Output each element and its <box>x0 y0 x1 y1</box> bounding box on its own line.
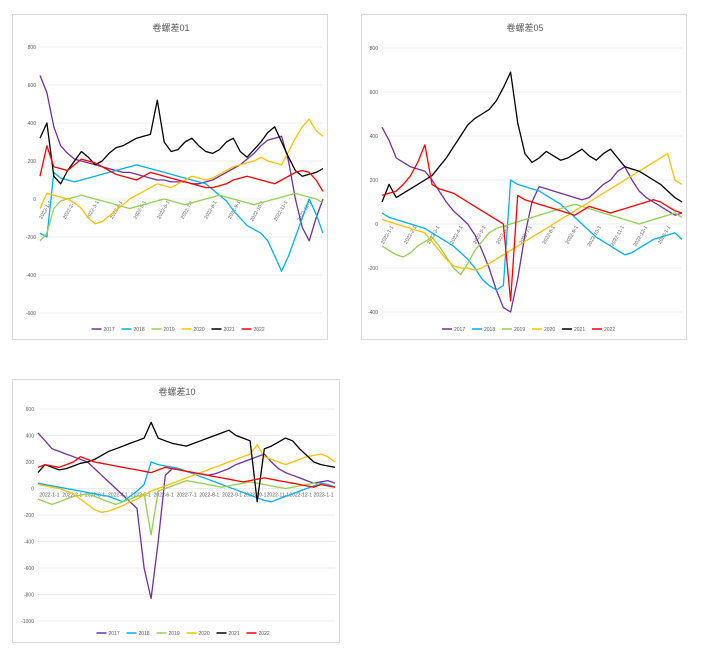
legend-label: 2022 <box>254 327 265 333</box>
series-line-2019 <box>37 479 336 536</box>
x-tick-label: 2022-4-1 <box>108 493 128 499</box>
x-tick-label: 2022-8-1 <box>203 200 218 221</box>
legend-label: 2020 <box>199 631 210 637</box>
x-tick-label: 2023-1-1 <box>314 493 334 499</box>
series-line-2019 <box>39 192 324 242</box>
legend-label: 2021 <box>224 327 235 333</box>
x-tick-label: 2022-9-1 <box>565 225 580 246</box>
y-tick-label: -600 <box>24 566 34 572</box>
x-tick-label: 2022-7-1 <box>176 493 196 499</box>
x-tick-label: 2022-11-1 <box>610 225 627 248</box>
y-tick-label: -200 <box>368 266 378 272</box>
y-tick-label: 800 <box>28 45 37 51</box>
series-line-2018 <box>39 164 324 272</box>
series-line-2022 <box>39 145 324 192</box>
y-tick-label: -200 <box>26 235 36 241</box>
y-tick-label: 800 <box>370 46 379 52</box>
legend-label: 2020 <box>544 327 555 333</box>
legend-label: 2021 <box>574 327 585 333</box>
y-tick-label: -1000 <box>21 619 34 625</box>
y-tick-label: 0 <box>375 222 378 228</box>
y-tick-label: 200 <box>370 178 379 184</box>
chart-title: 卷螺差05 <box>506 22 543 33</box>
x-tick-label: 2022-1-1 <box>39 493 59 499</box>
chart-10-canvas: 卷螺差10 -1000 -800 -600 -400 -200 0 200 400 600 2022… <box>21 386 336 637</box>
y-tick-label: -400 <box>368 310 378 316</box>
y-tick-label: 600 <box>370 90 379 96</box>
series-line-2021 <box>39 99 324 185</box>
y-tick-label: 600 <box>26 407 35 413</box>
x-tick-label: 2022-1-1 <box>380 225 395 246</box>
chart-panel-05: 卷螺差05 -400 -200 0 200 400 600 800 2022-1-1 2022-2… <box>361 14 687 340</box>
x-tick-label: 2022-12-1 <box>289 493 312 499</box>
chart-panel-01: 卷螺差01 -600 -400 -200 0 200 400 600 800 2022-1-1 20… <box>12 14 328 340</box>
series-line-2021 <box>381 71 683 203</box>
legend-label: 2018 <box>484 327 495 333</box>
legend-label: 2017 <box>109 631 120 637</box>
y-tick-label: 600 <box>28 83 37 89</box>
x-tick-label: 2022-3-1 <box>85 493 105 499</box>
x-tick-label: 2022-6-1 <box>156 200 171 221</box>
chart-panel-10: 卷螺差10 -1000 -800 -600 -400 -200 0 200 400 600 2022… <box>12 379 340 643</box>
y-tick-label: -200 <box>24 513 34 519</box>
x-tick-label: 2022-5-1 <box>133 200 148 221</box>
series-line-2020 <box>381 152 683 271</box>
x-tick-label: 2022-8-1 <box>199 493 219 499</box>
series-line-2019 <box>381 203 683 276</box>
y-tick-label: 400 <box>370 134 379 140</box>
y-tick-label: 200 <box>26 460 35 466</box>
legend-label: 2019 <box>169 631 180 637</box>
legend-label: 2020 <box>194 327 205 333</box>
y-tick-label: -600 <box>26 311 36 317</box>
chart-title: 卷螺差01 <box>152 22 189 33</box>
series-line-2018 <box>381 179 683 291</box>
y-tick-label: 0 <box>31 487 34 493</box>
legend-label: 2022 <box>259 631 270 637</box>
chart-title: 卷螺差10 <box>158 386 195 397</box>
y-tick-label: 400 <box>26 434 35 440</box>
series-line-2020 <box>37 444 336 514</box>
x-tick-label: 2022-9-1 <box>222 493 242 499</box>
series-line-2021 <box>37 421 336 503</box>
legend-label: 2018 <box>134 327 145 333</box>
series-line-2020 <box>39 118 324 225</box>
legend-label: 2017 <box>454 327 465 333</box>
y-tick-label: -400 <box>24 540 34 546</box>
x-tick-label: 2022-3-1 <box>426 225 441 246</box>
legend-label: 2019 <box>514 327 525 333</box>
y-tick-label: 400 <box>28 121 37 127</box>
x-tick-label: 2022-8-1 <box>542 225 557 246</box>
legend-label: 2021 <box>229 631 240 637</box>
x-tick-label: 2022-11-1 <box>273 200 290 223</box>
x-tick-label: 2022-2-1 <box>62 493 82 499</box>
x-tick-label: 2022-4-1 <box>449 225 464 246</box>
series-line-2022 <box>381 144 683 302</box>
x-tick-label: 2022-11-1 <box>267 493 290 499</box>
legend-label: 2018 <box>139 631 150 637</box>
legend-label: 2017 <box>104 327 115 333</box>
series-line-2022 <box>37 456 336 488</box>
legend-label: 2022 <box>604 327 615 333</box>
x-tick-label: 2022-10-1 <box>244 493 267 499</box>
y-tick-label: -800 <box>24 593 34 599</box>
y-tick-label: -400 <box>26 273 36 279</box>
legend-label: 2019 <box>164 327 175 333</box>
x-tick-label: 2023-1-1 <box>657 225 672 246</box>
y-tick-label: 200 <box>28 159 37 165</box>
y-tick-label: 0 <box>33 197 36 203</box>
